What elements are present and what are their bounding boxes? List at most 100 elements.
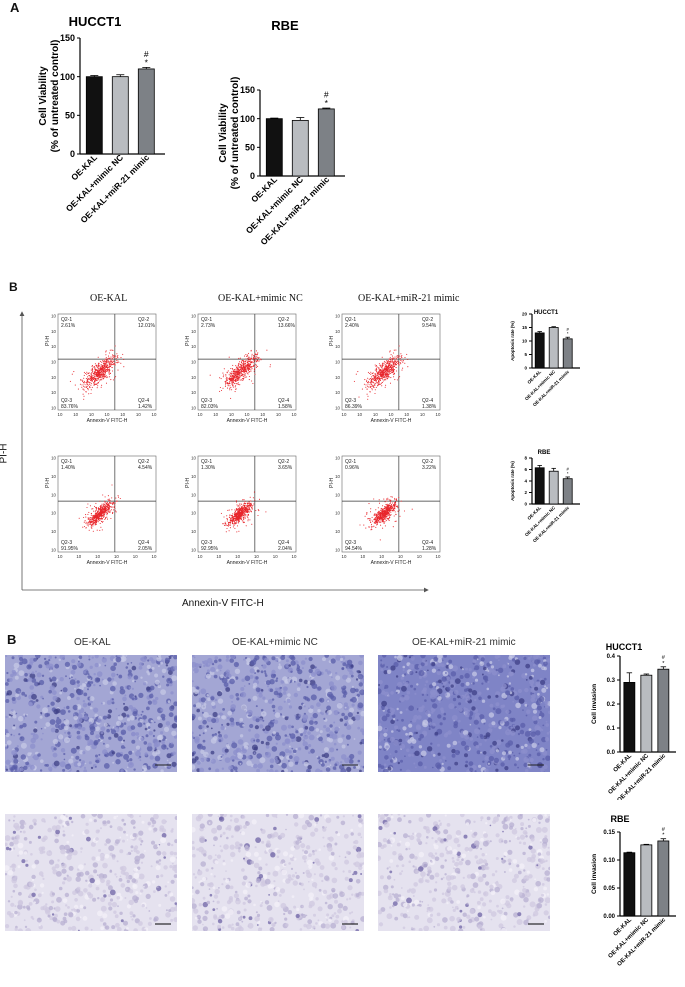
cell-blob — [214, 659, 218, 664]
cell-blob — [115, 752, 121, 758]
cell-blob — [89, 706, 93, 710]
quadrant-value-q2-1: 1.30% — [201, 465, 216, 471]
cell-blob — [203, 711, 209, 718]
cell-blob — [139, 759, 142, 762]
cell-blob — [69, 724, 72, 728]
event-point — [240, 366, 243, 368]
event-point — [108, 498, 110, 500]
event-point — [92, 520, 94, 522]
event-point — [82, 385, 85, 387]
cell-blob — [33, 701, 36, 703]
event-point — [240, 518, 242, 520]
cell-blob — [160, 661, 164, 665]
event-point — [106, 361, 108, 363]
x-tick-label: 10 — [379, 554, 384, 559]
event-point — [238, 362, 240, 364]
cell-blob — [256, 738, 260, 743]
event-point — [93, 515, 95, 517]
event-point — [392, 370, 394, 373]
event-point — [244, 375, 246, 377]
event-point — [244, 508, 246, 511]
event-point — [374, 389, 376, 391]
event-point — [230, 387, 232, 389]
event-point — [390, 505, 392, 507]
cell-blob — [193, 656, 196, 659]
event-point — [241, 506, 243, 508]
event-point — [99, 360, 101, 362]
event-point — [377, 373, 380, 375]
event-point — [104, 362, 106, 364]
cell-blob — [8, 764, 12, 768]
event-point — [111, 506, 113, 508]
cell-blob — [106, 700, 112, 705]
event-point — [226, 377, 228, 379]
event-point — [387, 360, 389, 363]
event-point — [233, 512, 235, 514]
event-point — [97, 364, 99, 366]
cell-blob — [324, 760, 327, 763]
event-point — [381, 367, 383, 369]
cell-blob — [166, 747, 169, 750]
cell-blob — [201, 704, 207, 710]
cell-blob — [229, 694, 234, 699]
event-point — [240, 506, 242, 508]
event-point — [243, 508, 245, 510]
event-point — [100, 506, 102, 508]
cell-blob — [157, 716, 161, 720]
event-point — [223, 524, 226, 526]
event-point — [85, 514, 87, 516]
cell-blob — [167, 678, 171, 681]
event-point — [386, 508, 388, 510]
event-point — [394, 499, 396, 501]
event-point — [237, 513, 239, 515]
event-point — [101, 511, 103, 513]
cell-blob — [349, 707, 355, 713]
cell-blob — [281, 770, 285, 772]
quadrant-value-q2-4: 1.38% — [422, 404, 437, 410]
y-tick-label: 10 — [335, 529, 340, 534]
cell-blob — [139, 718, 143, 723]
plot-y-label: PI-H — [185, 335, 191, 345]
event-point — [397, 510, 399, 512]
event-point — [93, 377, 95, 379]
event-point — [220, 512, 222, 514]
event-point — [71, 373, 73, 375]
event-point — [93, 373, 96, 375]
event-point — [116, 362, 119, 364]
event-point — [114, 505, 116, 507]
event-point — [372, 375, 374, 377]
event-point — [381, 373, 383, 376]
event-point — [220, 378, 222, 380]
event-point — [392, 526, 394, 528]
event-point — [379, 511, 381, 513]
cell-blob — [88, 761, 92, 765]
event-point — [240, 508, 242, 510]
event-point — [238, 507, 240, 510]
event-point — [376, 514, 378, 516]
event-point — [240, 510, 243, 512]
event-point — [370, 373, 372, 375]
event-point — [390, 504, 393, 506]
cell-blob — [303, 761, 309, 767]
event-point — [377, 515, 379, 517]
event-point — [117, 360, 119, 362]
event-point — [113, 377, 116, 379]
event-point — [105, 354, 107, 356]
cell-blob — [229, 658, 234, 663]
y-tick-label: 10 — [191, 314, 196, 319]
cell-blob — [62, 687, 68, 693]
cell-blob — [59, 655, 66, 660]
event-point — [223, 523, 225, 525]
event-point — [387, 504, 389, 506]
event-point — [382, 380, 384, 382]
event-point — [241, 374, 243, 376]
event-point — [237, 383, 239, 385]
quadrant-label-q2-2: Q2-2 — [278, 459, 289, 465]
event-point — [247, 368, 249, 370]
event-point — [249, 519, 251, 521]
x-tick-label: 10 — [133, 554, 138, 559]
cell-blob — [170, 655, 174, 657]
cell-blob — [165, 721, 171, 726]
cell-blob — [82, 700, 86, 703]
cell-blob — [32, 733, 39, 740]
